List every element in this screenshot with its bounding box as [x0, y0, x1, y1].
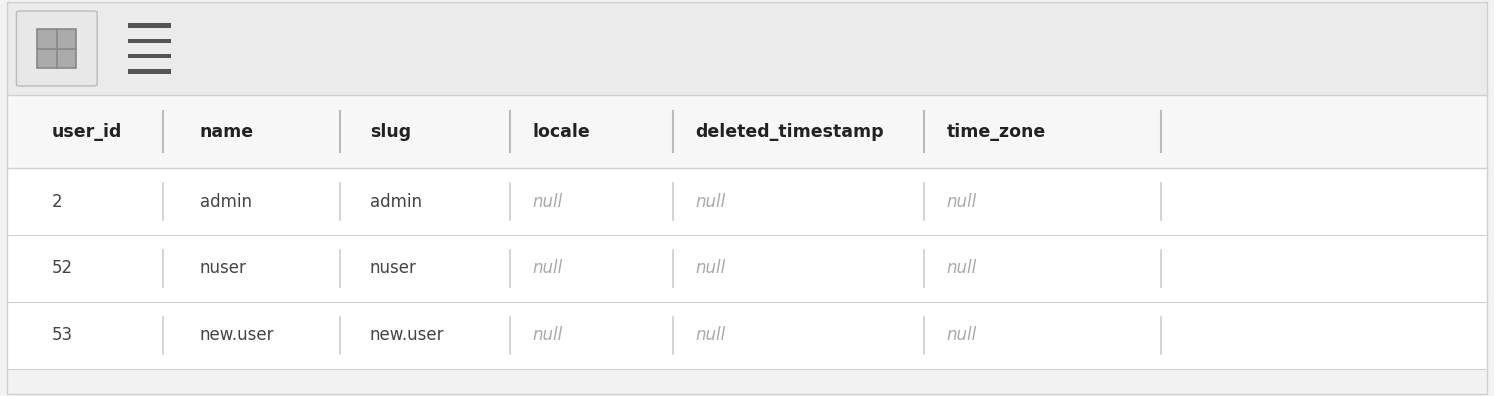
- Text: 53: 53: [52, 326, 73, 344]
- Bar: [7, 302, 1487, 369]
- Text: new.user: new.user: [200, 326, 275, 344]
- Text: admin: admin: [200, 193, 252, 211]
- Bar: [37, 29, 76, 69]
- Text: null: null: [947, 193, 977, 211]
- Text: null: null: [947, 259, 977, 278]
- Text: 2: 2: [52, 193, 63, 211]
- Text: locale: locale: [532, 123, 590, 141]
- Text: admin: admin: [371, 193, 421, 211]
- Text: nuser: nuser: [200, 259, 247, 278]
- Text: null: null: [695, 326, 726, 344]
- Text: 52: 52: [52, 259, 73, 278]
- Bar: [7, 95, 1487, 168]
- Text: deleted_timestamp: deleted_timestamp: [695, 123, 884, 141]
- Bar: [7, 2, 1487, 95]
- Text: name: name: [200, 123, 254, 141]
- Text: null: null: [532, 259, 563, 278]
- Text: new.user: new.user: [371, 326, 444, 344]
- Bar: [7, 235, 1487, 302]
- Bar: [128, 69, 170, 74]
- Text: null: null: [947, 326, 977, 344]
- Text: null: null: [532, 193, 563, 211]
- Bar: [128, 23, 170, 28]
- Text: slug: slug: [371, 123, 411, 141]
- Bar: [7, 168, 1487, 235]
- Bar: [128, 54, 170, 59]
- Text: null: null: [532, 326, 563, 344]
- Text: null: null: [695, 193, 726, 211]
- Text: null: null: [695, 259, 726, 278]
- Text: time_zone: time_zone: [947, 123, 1046, 141]
- Bar: [128, 38, 170, 43]
- FancyBboxPatch shape: [16, 11, 97, 86]
- Text: user_id: user_id: [52, 123, 123, 141]
- Text: nuser: nuser: [371, 259, 417, 278]
